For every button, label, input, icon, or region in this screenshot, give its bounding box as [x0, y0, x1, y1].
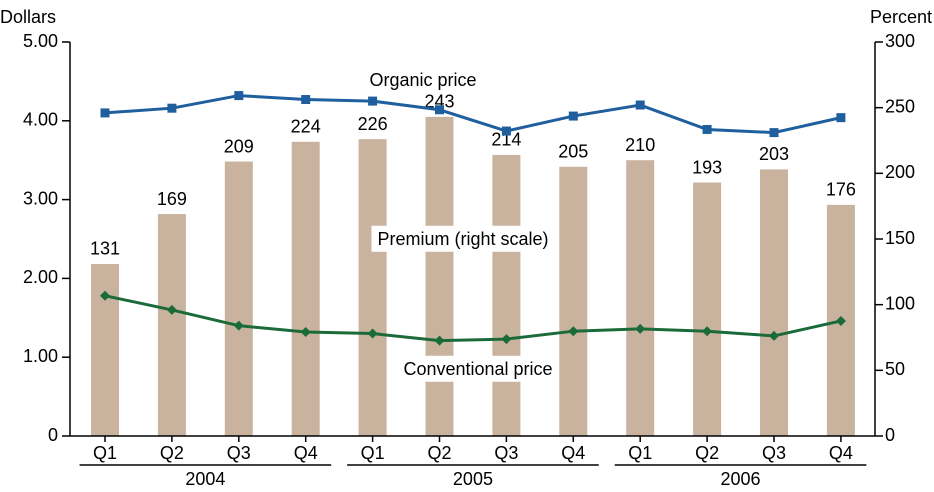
bar	[693, 182, 722, 436]
y-tick-label: 2.00	[23, 267, 58, 287]
bar	[224, 161, 253, 436]
series-label: Conventional price	[403, 359, 552, 379]
marker	[167, 103, 177, 113]
line	[104, 94, 842, 135]
marker	[702, 124, 712, 134]
marker	[166, 304, 177, 315]
marker	[301, 95, 311, 105]
bar-value-label: 193	[692, 157, 722, 177]
y-tick-label: 5.00	[23, 31, 58, 51]
x-tick-label: Q4	[829, 443, 853, 463]
x-tick-label: Q4	[561, 443, 585, 463]
x-group-label: 2006	[721, 469, 761, 489]
x-tick-label: Q4	[294, 443, 318, 463]
x-tick-label: Q3	[762, 443, 786, 463]
marker	[434, 335, 445, 346]
marker	[435, 105, 444, 115]
bar	[358, 139, 387, 437]
marker	[769, 128, 779, 138]
x-tick-label: Q1	[361, 443, 385, 463]
marker	[702, 326, 713, 337]
y-axis-label: Dollars	[0, 7, 56, 27]
bar	[291, 141, 320, 436]
x-tick-label: Q2	[160, 443, 184, 463]
x-tick-label: Q3	[494, 443, 518, 463]
bar-value-label: 226	[358, 114, 388, 134]
bar-value-label: 169	[157, 189, 187, 209]
marker	[769, 330, 779, 341]
marker	[635, 100, 645, 110]
series-label: Organic price	[369, 70, 476, 90]
y-tick-label: 0	[48, 425, 58, 445]
marker	[368, 96, 378, 106]
marker	[233, 320, 244, 331]
marker	[835, 315, 846, 326]
bar	[91, 263, 119, 436]
marker	[836, 113, 846, 123]
annotation-background	[397, 355, 559, 382]
series-label: Premium (right scale)	[377, 229, 548, 249]
marker	[501, 126, 511, 136]
bar-value-label: 131	[90, 239, 120, 259]
y2-tick-label: 300	[885, 31, 915, 51]
y-tick-label: 3.00	[23, 188, 58, 208]
x-tick-label: Q2	[427, 443, 451, 463]
marker	[635, 323, 646, 334]
bar-value-label: 210	[625, 135, 655, 155]
y-tick-label: 4.00	[23, 110, 58, 130]
x-tick-label: Q1	[93, 443, 117, 463]
y2-tick-label: 50	[885, 359, 905, 379]
bar-value-label: 205	[558, 142, 588, 162]
bar-value-label: 224	[291, 117, 321, 137]
marker	[100, 290, 110, 301]
y-tick-label: 1.00	[23, 346, 58, 366]
y2-tick-label: 200	[885, 162, 915, 182]
bar	[626, 160, 655, 436]
marker	[100, 108, 110, 118]
bar	[760, 169, 788, 437]
bar-value-label: 214	[491, 130, 521, 150]
marker	[300, 326, 311, 337]
y2-tick-label: 100	[885, 293, 915, 313]
bar-value-label: 203	[759, 144, 789, 164]
bar	[425, 116, 454, 437]
y2-tick-label: 150	[885, 228, 915, 248]
x-tick-label: Q2	[695, 443, 719, 463]
bar-value-label: 176	[826, 180, 856, 200]
x-tick-label: Q3	[227, 443, 251, 463]
marker	[234, 91, 244, 101]
marker	[367, 328, 378, 339]
x-group-label: 2004	[185, 469, 225, 489]
marker	[568, 111, 578, 121]
marker	[501, 334, 512, 345]
bar-value-label: 243	[424, 92, 454, 112]
x-tick-label: Q1	[628, 443, 652, 463]
y2-tick-label: 0	[885, 425, 895, 445]
bar-value-label: 209	[224, 136, 254, 156]
y2-axis-label: Percent	[870, 7, 932, 27]
line	[104, 294, 842, 343]
x-group-label: 2005	[453, 469, 493, 489]
bar	[492, 154, 521, 437]
bar	[559, 166, 588, 436]
annotation-background	[371, 225, 555, 252]
bar	[157, 214, 186, 436]
marker	[568, 326, 579, 337]
y2-tick-label: 250	[885, 96, 915, 116]
